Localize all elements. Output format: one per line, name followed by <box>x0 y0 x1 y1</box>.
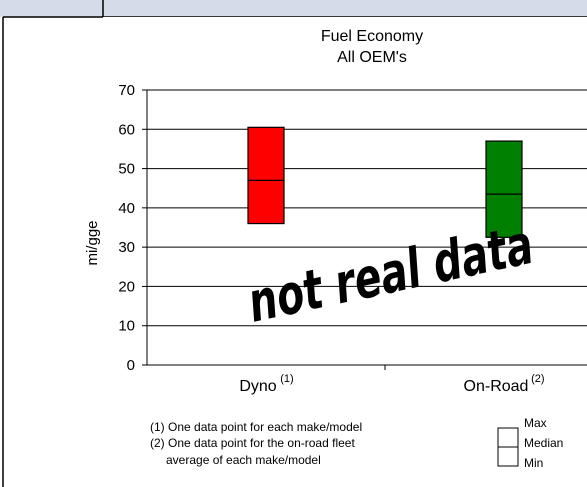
footnote-2: (2) One data point for the on-road fleet <box>150 436 355 450</box>
chart-title: Fuel Economy <box>321 28 423 45</box>
x-category-marker: (1) <box>280 373 293 385</box>
footnote-3: average of each make/model <box>166 453 321 467</box>
range-box <box>485 140 523 238</box>
y-tick-label: 40 <box>118 200 135 217</box>
legend-max: Max <box>524 416 547 430</box>
range-box <box>247 126 285 225</box>
y-tick-label: 10 <box>118 318 135 335</box>
y-tick-label: 30 <box>118 239 135 256</box>
plot-frame <box>3 17 587 487</box>
x-category-marker: (2) <box>531 373 544 385</box>
y-tick-label: 0 <box>127 357 135 374</box>
legend-min: Min <box>524 456 543 470</box>
chart-subtitle: All OEM's <box>337 49 407 66</box>
y-axis-label: mi/gge <box>84 220 101 265</box>
footnote-1: (1) One data point for each make/model <box>150 420 362 434</box>
x-category-label: On-Road <box>464 378 529 395</box>
x-category-label: Dyno <box>239 378 276 395</box>
header-bar <box>0 0 587 17</box>
y-tick-label: 20 <box>118 278 135 295</box>
y-tick-label: 70 <box>118 82 135 99</box>
legend-median: Median <box>524 436 563 450</box>
y-tick-label: 50 <box>118 161 135 178</box>
y-tick-label: 60 <box>118 121 135 138</box>
